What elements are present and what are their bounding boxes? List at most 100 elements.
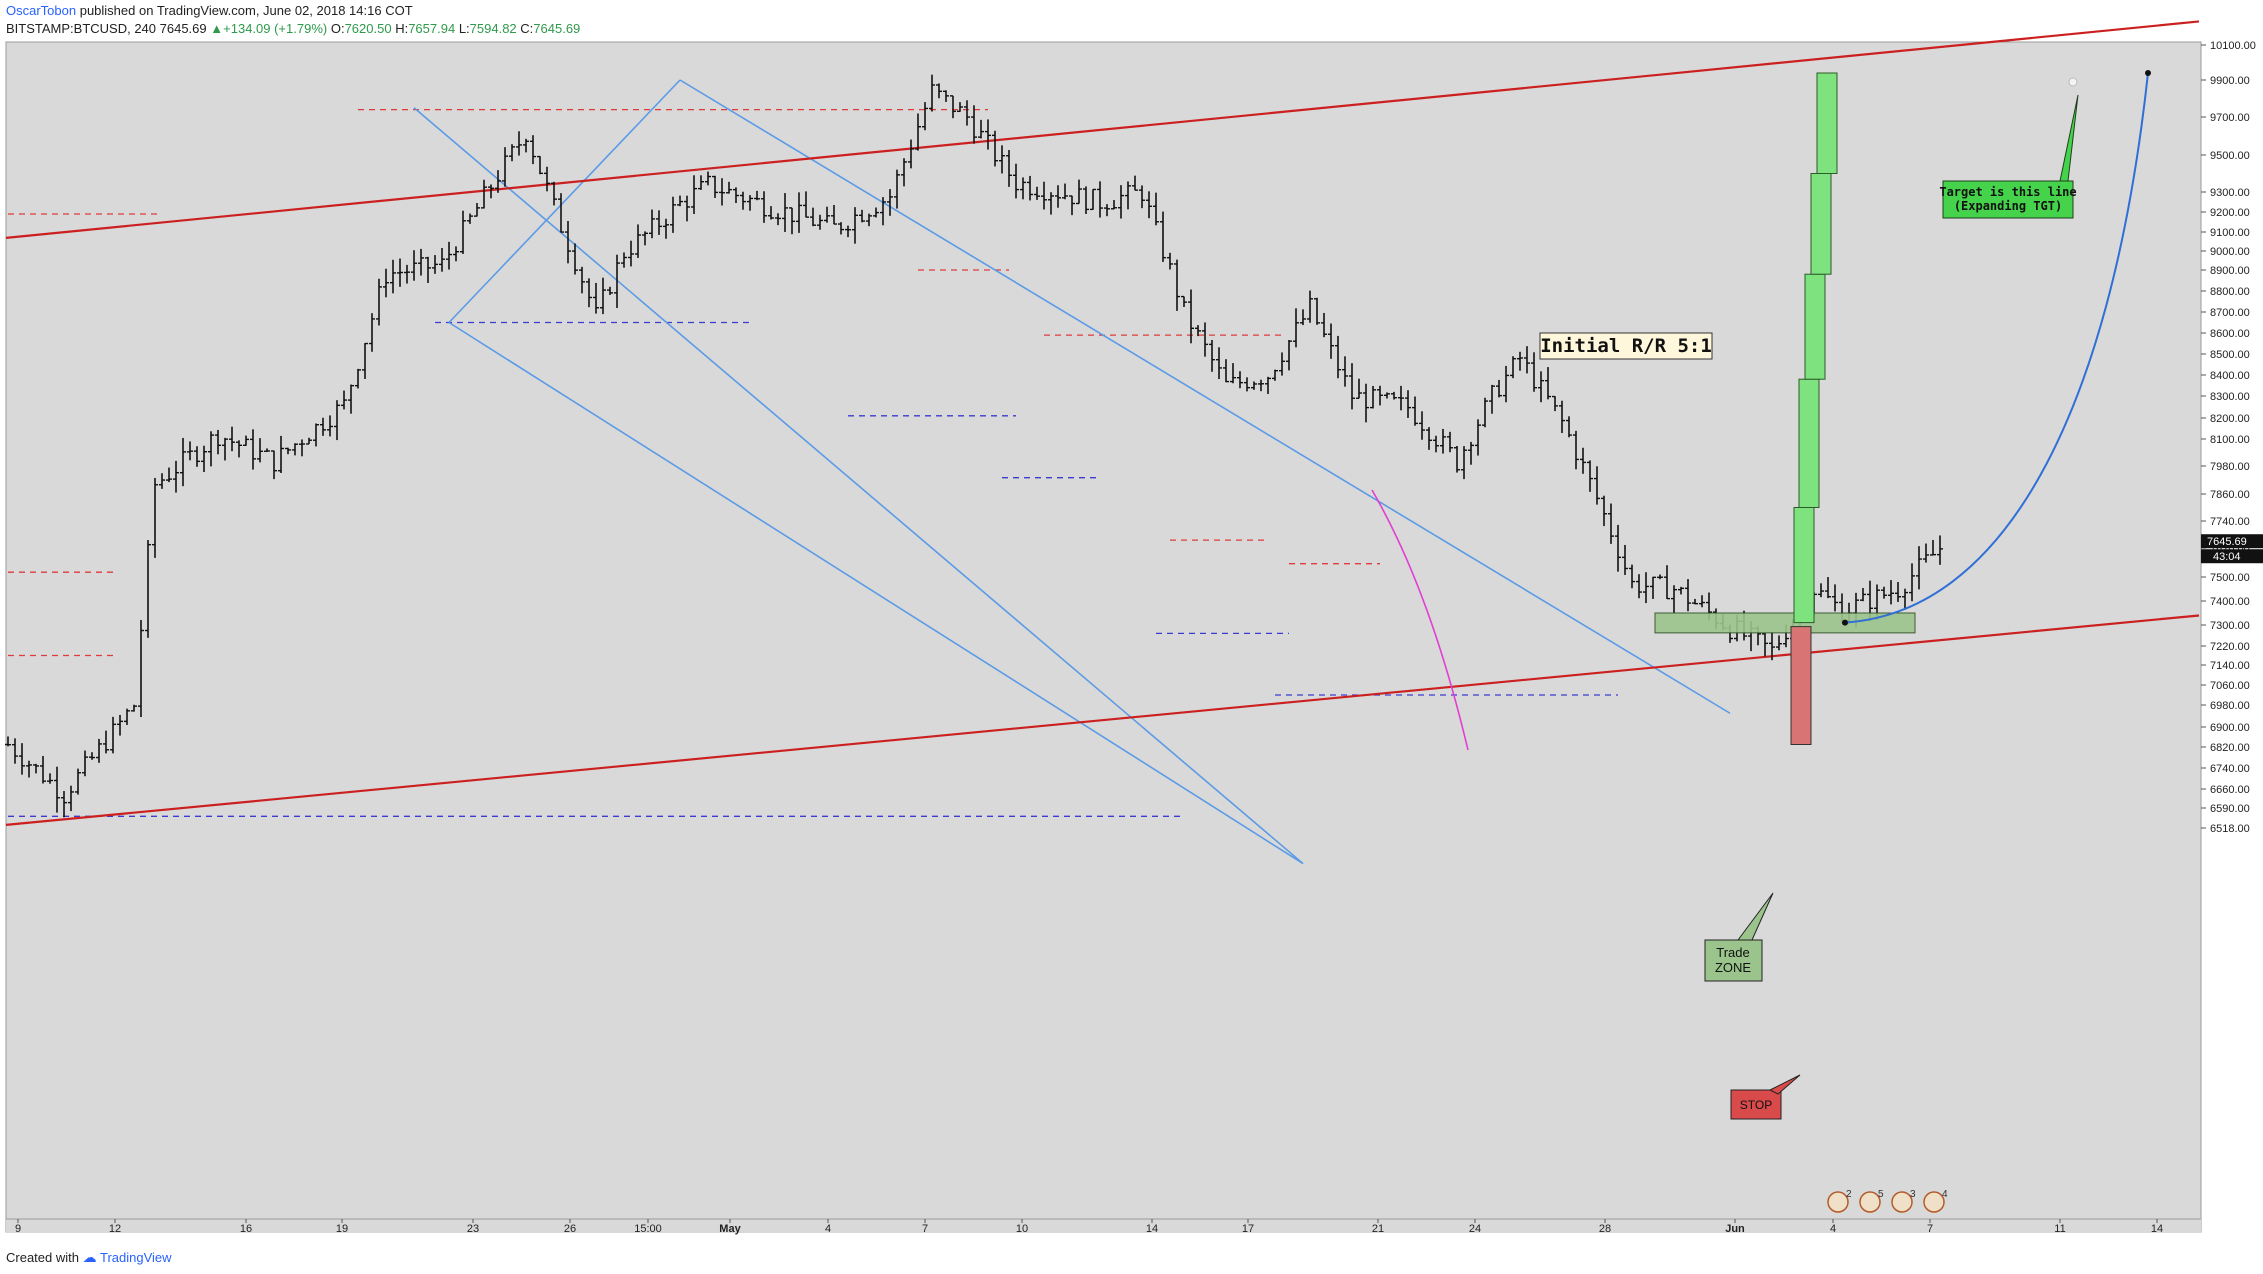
- channel-line: [448, 321, 1304, 865]
- decline-curve: [1371, 489, 1469, 751]
- time-tick-label: May: [719, 1223, 741, 1235]
- countdown-tag: [2201, 549, 2263, 564]
- last-price: 7645.69: [159, 21, 207, 36]
- price-axis-background: [2201, 42, 2263, 1232]
- time-tick-label: 15:00: [634, 1223, 662, 1235]
- time-tick-label: 9: [15, 1223, 21, 1235]
- time-tick-label: Jun: [1725, 1223, 1745, 1235]
- time-tick-label: 21: [1372, 1223, 1384, 1235]
- price-tick-label: 6518.00: [2210, 823, 2250, 835]
- price-tick-label: 6900.00: [2210, 722, 2250, 734]
- stop-callout-label: STOP: [1740, 1098, 1772, 1112]
- price-tick-label: 7400.00: [2210, 596, 2250, 608]
- last-price-tag: [2201, 534, 2263, 549]
- time-axis[interactable]: 9 12 16 19 23 26 15:00 May 4 7 10 14 17 21 24 28 Jun 4 7 11…: [15, 1219, 2163, 1235]
- open-value: 7620.50: [344, 21, 392, 36]
- publish-line: OscarTobon published on TradingView.com,…: [6, 2, 1406, 20]
- target-callout-line1: Target is this line: [1939, 185, 2076, 199]
- stop-callout-box: [1730, 1089, 1782, 1120]
- rr-label-box: [1539, 332, 1713, 360]
- high-value: 7657.94: [408, 21, 456, 36]
- price-tick-label: 8400.00: [2210, 370, 2250, 382]
- projection-start-dot: [1842, 619, 1848, 626]
- time-tick-label: 10: [1016, 1223, 1028, 1235]
- price-tick-label: 6820.00: [2210, 742, 2250, 754]
- price-tick-label: 9500.00: [2210, 150, 2250, 162]
- price-tick-label: 7860.00: [2210, 489, 2250, 501]
- trade-plan: [1654, 70, 2151, 745]
- price-tick-label: 7140.00: [2210, 660, 2250, 672]
- price-tick-label: 7500.00: [2210, 572, 2250, 584]
- channel-line: [679, 79, 1731, 714]
- price-tick-label: 9900.00: [2210, 75, 2250, 87]
- time-tick-label: 26: [564, 1223, 576, 1235]
- tradingview-brand-link[interactable]: TradingView: [100, 1250, 172, 1265]
- trend-lines: [5, 20, 2200, 826]
- rr-label: Initial R/R 5:1: [1540, 335, 1712, 357]
- close-label: C:: [520, 21, 534, 36]
- price-axis[interactable]: 10100.00 9900.00 9700.00 9500.00 9300.00 9200…: [2201, 40, 2263, 835]
- time-tick-label: 28: [1599, 1223, 1611, 1235]
- plot-background: [5, 41, 2202, 1233]
- price-tick-label: 9300.00: [2210, 187, 2250, 199]
- ohlc-bars: [5, 74, 1943, 818]
- trade-zone-box: [1654, 612, 1916, 634]
- price-tick-label: 7060.00: [2210, 680, 2250, 692]
- event-badge-count: 4: [1942, 1189, 1948, 1200]
- time-tick-label: 14: [2151, 1223, 2163, 1235]
- price-tick-label: 8200.00: [2210, 413, 2250, 425]
- event-badge-count: 3: [1910, 1189, 1916, 1200]
- low-label: L:: [458, 21, 470, 36]
- trade-zone-callout-line1: Trade: [1716, 945, 1749, 960]
- target-anchor-dot: [2068, 77, 2078, 87]
- target-step-box: [1804, 273, 1826, 380]
- time-tick-label: 17: [1242, 1223, 1254, 1235]
- tradingview-logo-icon[interactable]: ☁: [82, 1249, 97, 1265]
- price-tick-label: 8100.00: [2210, 434, 2250, 446]
- symbol-line: BITSTAMP:BTCUSD, 240 7645.69 ▲+134.09 (+…: [6, 20, 1406, 38]
- price-tick-label: 9100.00: [2210, 227, 2250, 239]
- projection-end-dot: [2145, 70, 2151, 76]
- price-tick-label: 8600.00: [2210, 328, 2250, 340]
- price-tick-label: 6660.00: [2210, 784, 2250, 796]
- channel-line: [448, 79, 681, 324]
- price-tick-label: 9200.00: [2210, 207, 2250, 219]
- time-tick-label: 23: [467, 1223, 479, 1235]
- horizontal-levels: [8, 108, 1618, 817]
- close-value: 7645.69: [533, 21, 581, 36]
- price-tick-label: 6980.00: [2210, 700, 2250, 712]
- trend-line: [5, 614, 2200, 826]
- symbol-label: BITSTAMP:BTCUSD, 240: [6, 21, 157, 36]
- open-label: O:: [330, 21, 345, 36]
- created-with-text: Created with: [6, 1250, 79, 1265]
- price-tick-label: 7980.00: [2210, 461, 2250, 473]
- price-tick-label: 8700.00: [2210, 307, 2250, 319]
- time-tick-label: 24: [1469, 1223, 1481, 1235]
- time-tick-label: 12: [109, 1223, 121, 1235]
- published-text: published on TradingView.com, June 02, 2…: [79, 3, 413, 18]
- change-value: +134.09 (+1.79%): [223, 21, 328, 36]
- trade-zone-callout-pointer: [1737, 892, 1774, 941]
- price-tick-label: 7300.00: [2210, 620, 2250, 632]
- target-step-box: [1798, 378, 1820, 509]
- event-badge-icon: [1923, 1191, 1945, 1213]
- time-tick-label: 11: [2054, 1223, 2065, 1235]
- annotations: Initial R/R 5:1 Target is this line(Expan…: [1539, 94, 2079, 1213]
- change-arrow-icon: ▲: [210, 21, 224, 36]
- high-label: H:: [395, 21, 409, 36]
- footer: Created with ☁ TradingView: [6, 1244, 172, 1270]
- target-step-box: [1816, 72, 1838, 174]
- channel-lines: [413, 79, 1731, 865]
- price-tick-label: 8300.00: [2210, 391, 2250, 403]
- time-tick-label: 7: [922, 1223, 928, 1235]
- author-link[interactable]: OscarTobon: [6, 3, 77, 18]
- event-badge-count: 5: [1878, 1189, 1884, 1200]
- price-tick-label: 6590.00: [2210, 803, 2250, 815]
- chart-header: OscarTobon published on TradingView.com,…: [6, 2, 1406, 40]
- low-value: 7594.82: [469, 21, 517, 36]
- last-price-tag-label: 7645.69: [2207, 536, 2247, 548]
- event-badge-icon: [1827, 1191, 1849, 1213]
- time-tick-label: 19: [336, 1223, 348, 1235]
- time-axis-background: [6, 1219, 2201, 1233]
